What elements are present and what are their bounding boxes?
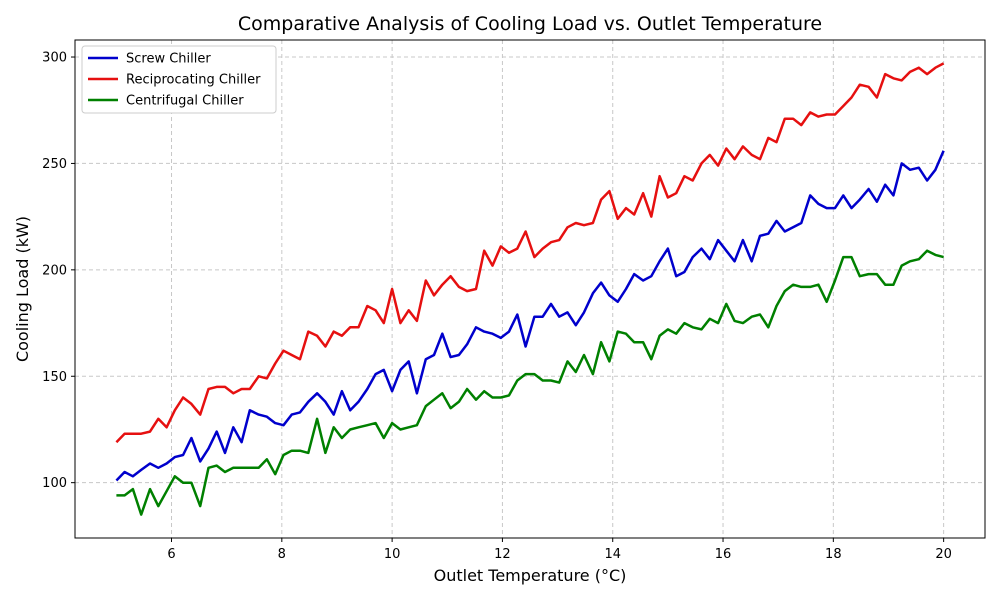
y-tick-label: 200 bbox=[42, 263, 67, 278]
plot-frame bbox=[74, 39, 986, 539]
x-axis-label: Outlet Temperature (°C) bbox=[434, 566, 627, 585]
x-tick-label: 8 bbox=[278, 547, 286, 562]
reciprocating-chiller-legend-label: Reciprocating Chiller bbox=[126, 73, 261, 88]
x-axis-ticks: 6 8 10 12 14 16 18 20 bbox=[167, 538, 952, 562]
y-tick-label: 150 bbox=[42, 370, 67, 385]
plot-area bbox=[75, 40, 985, 538]
centrifugal-chiller-legend-label: Centrifugal Chiller bbox=[126, 94, 244, 109]
screw-chiller-line bbox=[115, 150, 945, 482]
y-tick-label: 300 bbox=[42, 51, 67, 66]
y-tick-label: 100 bbox=[42, 476, 67, 491]
grid bbox=[75, 40, 985, 538]
series-lines bbox=[115, 62, 945, 516]
centrifugal-chiller-line bbox=[116, 249, 944, 516]
legend: Screw Chiller Reciprocating Chiller Centri… bbox=[81, 45, 277, 114]
chart-title: Comparative Analysis of Cooling Load vs.… bbox=[238, 13, 822, 35]
x-tick-label: 16 bbox=[715, 547, 732, 562]
legend-box bbox=[81, 45, 277, 114]
x-tick-label: 18 bbox=[825, 547, 842, 562]
y-axis-label: Cooling Load (kW) bbox=[13, 216, 32, 362]
x-tick-label: 14 bbox=[604, 547, 621, 562]
x-tick-label: 20 bbox=[935, 547, 952, 562]
reciprocating-chiller-line bbox=[115, 62, 945, 444]
x-tick-label: 6 bbox=[167, 547, 175, 562]
x-tick-label: 12 bbox=[494, 547, 511, 562]
x-tick-label: 10 bbox=[384, 547, 401, 562]
y-tick-label: 250 bbox=[42, 157, 67, 172]
screw-chiller-legend-label: Screw Chiller bbox=[126, 52, 211, 67]
y-axis-ticks: 100 150 200 250 300 bbox=[42, 51, 75, 491]
